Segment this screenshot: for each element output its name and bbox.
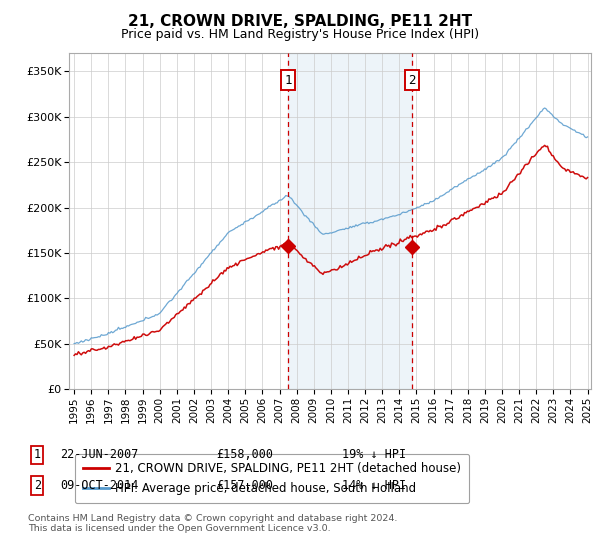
Text: 09-OCT-2014: 09-OCT-2014 [60,479,139,492]
Text: 14% ↓ HPI: 14% ↓ HPI [342,479,406,492]
Text: 2: 2 [409,74,416,87]
Bar [288,53,412,389]
Text: 1: 1 [34,448,41,461]
Text: £157,000: £157,000 [216,479,273,492]
Text: 21, CROWN DRIVE, SPALDING, PE11 2HT: 21, CROWN DRIVE, SPALDING, PE11 2HT [128,14,472,29]
Text: 19% ↓ HPI: 19% ↓ HPI [342,448,406,461]
Text: 1: 1 [284,74,292,87]
Text: Price paid vs. HM Land Registry's House Price Index (HPI): Price paid vs. HM Land Registry's House … [121,28,479,41]
Text: 22-JUN-2007: 22-JUN-2007 [60,448,139,461]
Text: 2: 2 [34,479,41,492]
Text: Contains HM Land Registry data © Crown copyright and database right 2024.
This d: Contains HM Land Registry data © Crown c… [28,514,398,534]
Legend: 21, CROWN DRIVE, SPALDING, PE11 2HT (detached house), HPI: Average price, detach: 21, CROWN DRIVE, SPALDING, PE11 2HT (det… [75,454,469,503]
Text: £158,000: £158,000 [216,448,273,461]
